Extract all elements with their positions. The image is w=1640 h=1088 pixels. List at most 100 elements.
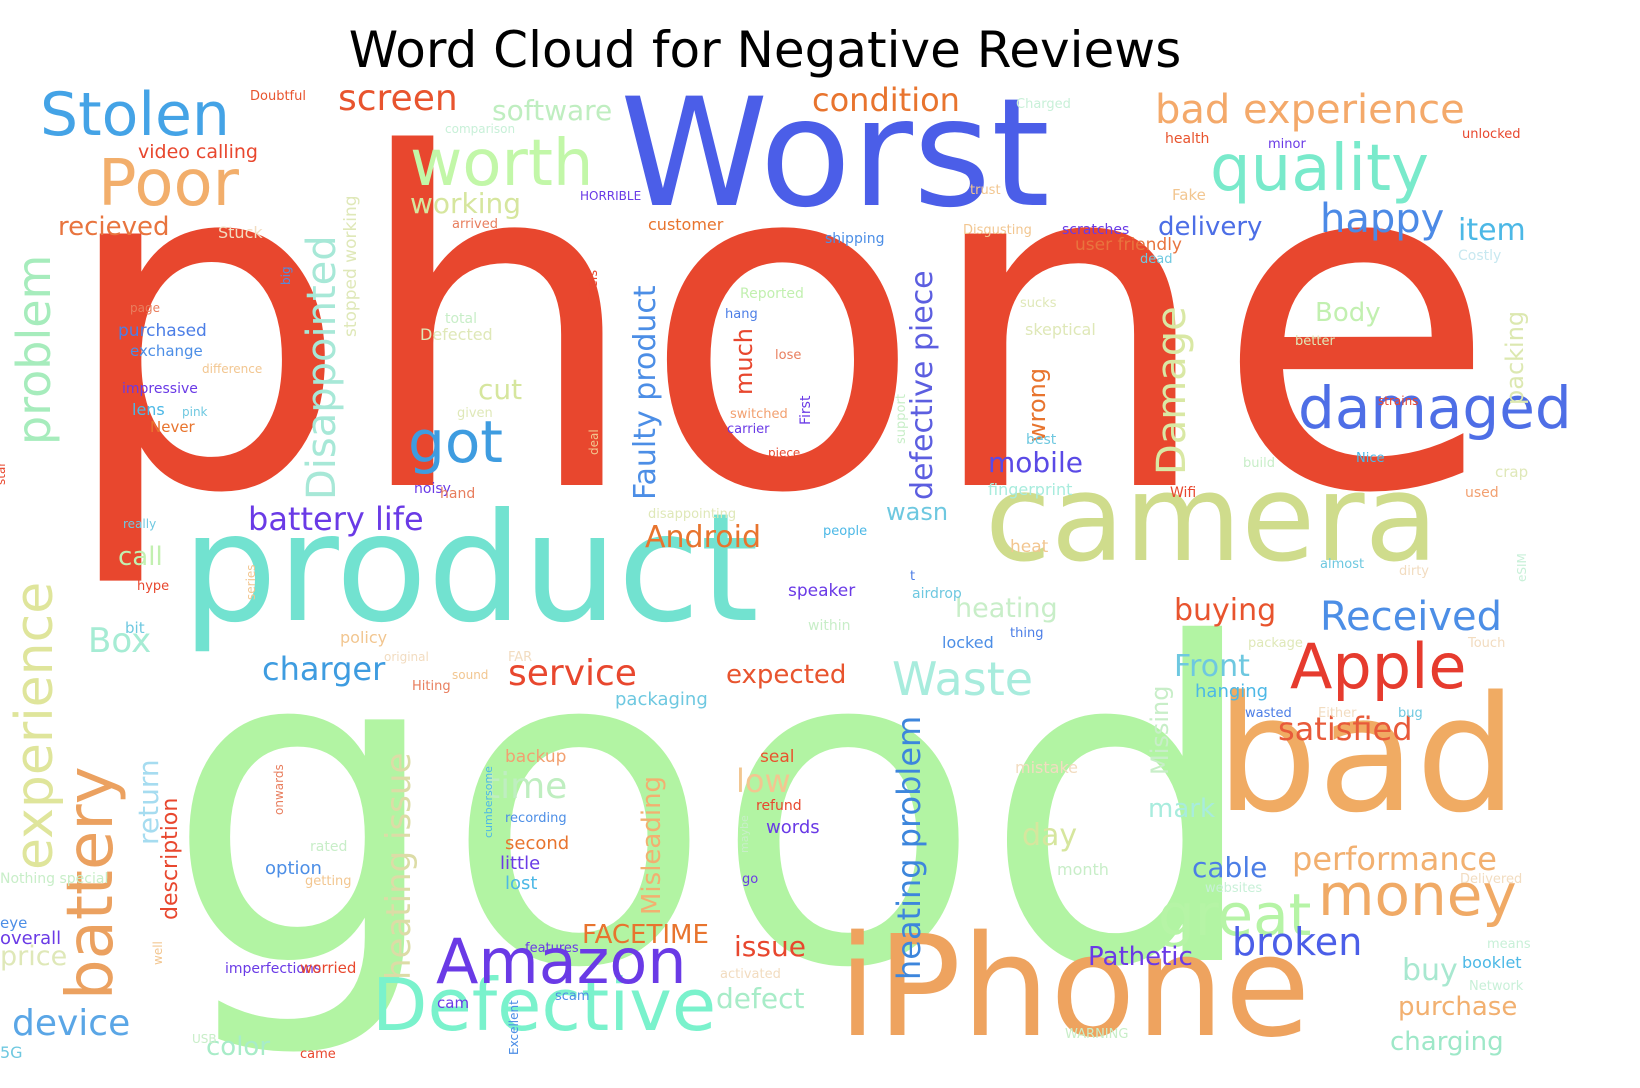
word-issue: issue [734,930,806,963]
word-money: money [1318,861,1517,929]
word-usb: USB [192,1032,217,1046]
word-heating-problem: heating problem [890,716,928,980]
word-body: Body [1315,298,1381,328]
word-stopped-working: stopped working [341,195,361,337]
word-arrived: arrived [452,217,498,232]
word-onwards: onwards [272,764,286,815]
word-dead: dead [1140,252,1172,267]
word-packaging: packaging [615,689,708,710]
word-network: Network [1469,979,1524,994]
word-strains: strains [1378,394,1418,408]
word-booklet: booklet [1462,953,1522,972]
word-bad: bad [1216,661,1517,848]
word-defect: defect [716,982,804,1015]
word-customer: customer [648,215,724,234]
word-charging: charging [1390,1027,1504,1057]
word-software: software [492,94,612,127]
word-mobile: mobile [988,446,1083,479]
word-waste: Waste [892,652,1033,706]
word-cumbersome: cumbersome [482,766,495,838]
word-amazon: Amazon [436,925,687,998]
word-description: description [158,798,183,920]
word-getting: getting [305,874,352,889]
word-cam: cam [437,994,469,1012]
word-policy: policy [340,628,387,647]
word-recording: recording [505,811,567,826]
word-video-calling: video calling [138,141,258,163]
word-switched: switched [730,407,788,422]
word-nice: Nice [1356,451,1384,466]
word-call: call [118,542,163,572]
word-hand: hand [440,486,475,502]
word-pink: pink [182,405,208,419]
word-apple: Apple [1290,630,1467,703]
word-received: Received [1320,594,1502,640]
word-camera: camera [985,450,1438,589]
word-noisy: noisy [414,481,451,497]
word-much: much [730,328,758,395]
word-stolen: Stolen [40,80,230,150]
word-backup: backup [505,747,566,767]
word-recieved: recieved [58,212,170,242]
word-eye: eye [0,914,27,932]
word-thing: thing [1010,626,1043,641]
word-damage: Damage [1149,306,1195,475]
word-touch: Touch [1467,636,1505,651]
word-charged: Charged [1016,97,1071,112]
word-seal: seal [760,747,794,767]
word-battery: battery [54,766,128,1000]
word-facetime: FACETIME [582,920,709,950]
word-broken: broken [1232,920,1362,964]
word-heating-issue: heating issue [379,753,419,980]
word-sound: sound [452,668,488,682]
word-defective-piece: defective piece [905,270,940,500]
word-hang: hang [725,307,758,322]
word-time: time [486,766,567,807]
word-skeptical: skeptical [1025,320,1096,339]
word-speaker: speaker [788,581,855,601]
word-month: month [1057,860,1109,879]
word-given: given [457,406,493,421]
word-big: big [279,266,293,285]
word-disappointed: Disappointed [299,235,345,500]
word-buy: buy [1402,953,1458,988]
word-bad-experience: bad experience [1155,87,1465,133]
word-features: features [525,941,579,956]
word-carrier: carrier [727,422,770,437]
word-working: working [410,187,521,220]
word-performance: performance [1292,840,1497,878]
word-feels: Feels [586,270,601,303]
word-missing: Missing [1146,686,1174,776]
word-5g: 5G [0,1043,23,1062]
word-doubtful: Doubtful [250,89,306,104]
word-means: means [1487,937,1531,952]
word-rated: rated [310,839,347,855]
word-quality: quality [1210,132,1429,206]
word-bug: bug [1398,706,1423,721]
word-deal: deal [587,429,601,455]
word-worth: worth [410,127,593,201]
word-words: words [766,817,820,838]
word-defected: Defected [420,325,493,344]
word-delivery: delivery [1158,212,1262,242]
word-price: price [0,941,67,972]
word-page: page [130,301,160,315]
word-package: package [1248,636,1303,651]
word-android: Android [645,520,761,555]
word-happy: happy [1320,196,1444,242]
word-day: day [1022,818,1077,853]
word-excellent: Excellent [507,1000,521,1055]
word-people: people [823,524,867,539]
word-battery-life: battery life [248,500,424,538]
word-total: total [445,311,477,327]
word-used: used [1465,485,1499,501]
word-hiting: Hiting [412,679,451,694]
word-t: t [910,569,915,584]
word-stuck: Stuck [218,223,263,242]
word-fake: Fake [1172,186,1206,204]
word-hanging: hanging [1195,681,1268,702]
word-little: little [500,853,540,874]
word-refund: refund [756,798,802,814]
word-star: star [0,462,8,485]
